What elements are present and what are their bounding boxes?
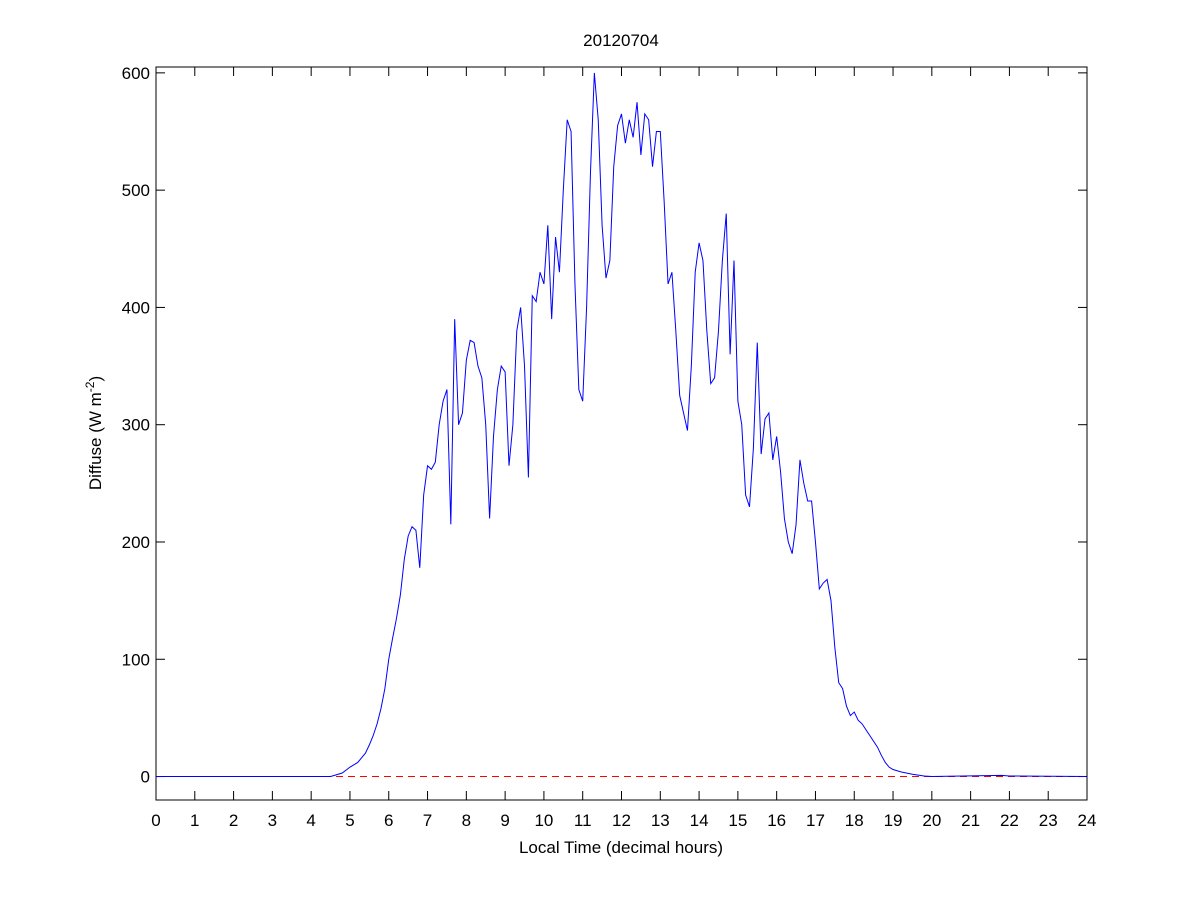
x-tick-label: 0 (151, 811, 160, 830)
y-tick-label: 200 (122, 533, 150, 552)
x-tick-label: 17 (806, 811, 825, 830)
chart-title: 20120704 (583, 31, 659, 50)
x-tick-label: 1 (190, 811, 199, 830)
x-tick-label: 19 (884, 811, 903, 830)
x-tick-label: 6 (384, 811, 393, 830)
x-tick-label: 12 (612, 811, 631, 830)
x-tick-label: 11 (574, 811, 592, 830)
x-tick-label: 15 (728, 811, 747, 830)
data-line (156, 72, 1088, 778)
x-tick-label: 5 (345, 811, 354, 830)
y-tick-label: 300 (122, 416, 150, 435)
x-tick-label: 18 (845, 811, 864, 830)
x-tick-label: 16 (767, 811, 786, 830)
x-tick-label: 2 (229, 811, 238, 830)
x-tick-label: 7 (423, 811, 432, 830)
y-axis-label: Diffuse (W m-2) (83, 376, 105, 490)
y-axis-label-text: Diffuse (W m (86, 392, 105, 490)
x-tick-label: 14 (690, 811, 709, 830)
x-tick-label: 3 (268, 811, 277, 830)
y-tick-label: 600 (122, 64, 150, 83)
x-axis-label: Local Time (decimal hours) (519, 838, 723, 857)
x-tick-label: 24 (1078, 811, 1097, 830)
x-tick-label: 10 (534, 811, 553, 830)
y-axis-label-suffix: ) (86, 376, 105, 382)
x-tick-label: 9 (500, 811, 509, 830)
y-tick-label: 100 (122, 650, 150, 669)
x-tick-label: 20 (922, 811, 941, 830)
y-tick-label: 400 (122, 298, 150, 317)
y-tick-label: 0 (141, 768, 150, 787)
x-tick-label: 22 (1000, 811, 1019, 830)
axes-box (155, 66, 1088, 801)
x-tick-label: 13 (651, 811, 670, 830)
x-tick-label: 21 (961, 811, 980, 830)
x-tick-label: 4 (306, 811, 315, 830)
x-tick-label: 8 (462, 811, 471, 830)
y-tick-label: 500 (122, 181, 150, 200)
y-axis-label-superscript: -2 (83, 381, 97, 392)
x-tick-label: 23 (1039, 811, 1058, 830)
